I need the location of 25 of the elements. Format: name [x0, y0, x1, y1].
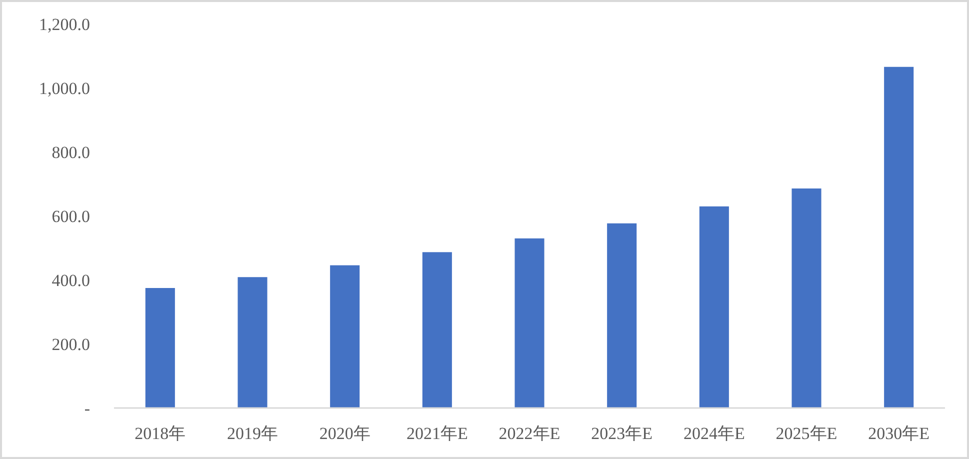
y-tick-label: 600.0 — [52, 206, 90, 226]
bar — [792, 188, 822, 408]
bar — [330, 265, 360, 408]
bar — [514, 238, 544, 408]
y-tick-label: - — [84, 398, 90, 418]
bar — [145, 288, 175, 408]
y-tick-label: 800.0 — [52, 142, 90, 162]
bar — [238, 277, 268, 408]
bar — [422, 252, 452, 408]
x-tick-label: 2030年E — [868, 424, 930, 443]
y-tick-label: 1,000.0 — [39, 78, 90, 98]
x-tick-label: 2021年E — [406, 424, 468, 443]
y-tick-label: 1,200.0 — [39, 14, 90, 34]
bar — [607, 223, 637, 408]
x-tick-label: 2018年 — [134, 424, 186, 443]
x-tick-label: 2024年E — [683, 424, 745, 443]
x-tick-label: 2019年 — [227, 424, 278, 443]
bar — [699, 206, 729, 408]
x-tick-label: 2025年E — [776, 424, 838, 443]
y-tick-label: 200.0 — [52, 334, 90, 354]
bar — [884, 66, 914, 408]
x-tick-label: 2020年 — [319, 424, 370, 443]
x-tick-label: 2023年E — [591, 424, 653, 443]
x-tick-label: 2022年E — [498, 424, 560, 443]
y-tick-label: 400.0 — [52, 270, 90, 290]
